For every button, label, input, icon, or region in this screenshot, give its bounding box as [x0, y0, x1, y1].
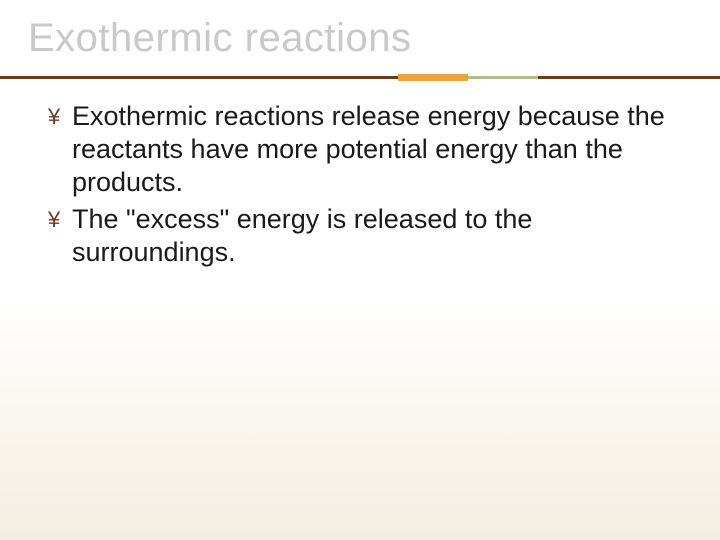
divider-rule — [0, 74, 720, 80]
bullet-icon: ¥ — [48, 203, 60, 236]
slide-body: ¥ Exothermic reactions release energy be… — [48, 100, 680, 273]
bullet-icon: ¥ — [48, 100, 60, 133]
bullet-text: Exothermic reactions release energy beca… — [72, 101, 665, 197]
rule-segment — [538, 76, 720, 79]
bullet-text: The "excess" energy is released to the s… — [72, 204, 532, 267]
rule-segment — [398, 74, 468, 81]
rule-segment — [468, 76, 538, 79]
slide: Exothermic reactions ¥ Exothermic reacti… — [0, 0, 720, 540]
list-item: ¥ Exothermic reactions release energy be… — [48, 100, 680, 199]
slide-title: Exothermic reactions — [28, 16, 411, 61]
list-item: ¥ The "excess" energy is released to the… — [48, 203, 680, 269]
rule-segment — [0, 76, 398, 79]
